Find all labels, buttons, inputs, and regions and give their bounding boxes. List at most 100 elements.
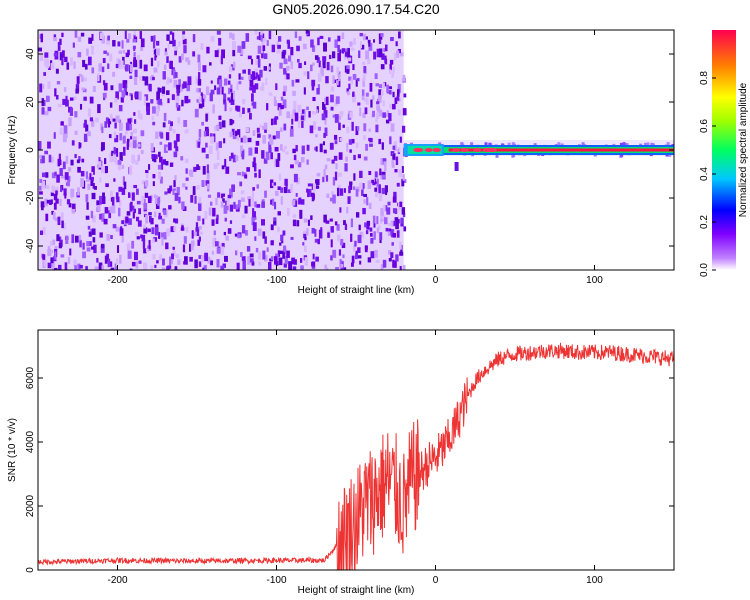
noise-speckle — [201, 94, 205, 103]
noise-speckle — [228, 66, 233, 73]
noise-speckle — [172, 39, 176, 47]
noise-speckle — [206, 128, 210, 137]
noise-speckle — [107, 258, 111, 268]
noise-speckle — [61, 54, 64, 59]
noise-speckle — [204, 252, 209, 262]
noise-speckle — [365, 50, 370, 60]
noise-speckle — [203, 265, 207, 270]
noise-speckle — [53, 193, 58, 201]
noise-speckle — [301, 109, 305, 114]
noise-speckle — [208, 207, 212, 216]
noise-speckle — [175, 102, 179, 108]
noise-speckle — [252, 101, 257, 109]
noise-speckle — [363, 123, 367, 132]
noise-speckle — [48, 66, 52, 70]
noise-speckle — [274, 201, 277, 210]
noise-speckle — [161, 237, 164, 246]
noise-speckle — [237, 172, 241, 176]
noise-speckle — [135, 216, 140, 222]
noise-speckle — [380, 90, 384, 96]
noise-speckle — [394, 217, 399, 222]
noise-speckle — [315, 185, 320, 189]
noise-speckle — [325, 76, 329, 84]
noise-speckle — [330, 106, 334, 111]
noise-speckle — [130, 136, 133, 140]
noise-speckle — [195, 227, 200, 237]
noise-speckle — [381, 142, 384, 150]
noise-speckle — [232, 154, 237, 163]
noise-speckle — [113, 178, 116, 182]
noise-speckle — [353, 154, 356, 160]
noise-speckle — [105, 117, 109, 124]
noise-speckle — [303, 230, 307, 234]
noise-speckle — [82, 59, 86, 68]
noise-speckle — [304, 257, 309, 266]
noise-speckle — [144, 76, 149, 86]
noise-speckle — [366, 220, 371, 226]
noise-speckle — [271, 44, 276, 53]
noise-speckle — [256, 204, 261, 208]
noise-speckle — [369, 227, 373, 232]
noise-speckle — [39, 54, 44, 62]
noise-speckle — [353, 186, 356, 190]
noise-speckle — [123, 223, 127, 227]
noise-speckle — [294, 200, 298, 207]
noise-speckle — [112, 205, 116, 214]
noise-speckle — [315, 146, 318, 152]
noise-speckle — [169, 162, 174, 167]
noise-speckle — [218, 37, 222, 46]
noise-speckle — [207, 194, 212, 198]
noise-speckle — [400, 217, 404, 224]
noise-speckle — [373, 51, 377, 60]
noise-speckle — [205, 180, 210, 186]
noise-speckle — [392, 232, 397, 238]
noise-speckle — [115, 115, 120, 123]
noise-speckle — [128, 218, 132, 225]
noise-speckle — [294, 160, 299, 165]
noise-speckle — [117, 159, 122, 165]
noise-speckle — [135, 261, 139, 269]
noise-speckle — [52, 239, 56, 245]
noise-speckle — [366, 197, 369, 206]
noise-speckle — [214, 50, 219, 58]
noise-speckle — [381, 187, 386, 195]
noise-speckle — [241, 151, 245, 160]
noise-speckle — [119, 254, 122, 264]
noise-speckle — [241, 214, 246, 218]
noise-speckle — [310, 39, 314, 48]
noise-speckle — [356, 126, 360, 131]
noise-speckle — [118, 122, 123, 131]
noise-speckle — [58, 242, 62, 249]
noise-speckle — [224, 217, 227, 222]
noise-speckle — [390, 229, 394, 238]
noise-speckle — [137, 60, 140, 69]
noise-speckle — [101, 35, 105, 44]
noise-speckle — [150, 217, 154, 225]
noise-speckle — [134, 119, 137, 124]
noise-speckle — [156, 40, 160, 46]
noise-speckle — [297, 162, 302, 168]
noise-speckle — [192, 34, 196, 43]
noise-speckle — [230, 84, 233, 93]
noise-speckle — [122, 176, 126, 185]
noise-speckle — [104, 165, 108, 174]
noise-speckle — [373, 39, 376, 43]
noise-speckle — [283, 85, 288, 92]
noise-speckle — [353, 40, 356, 44]
noise-speckle — [255, 72, 258, 79]
noise-speckle — [88, 231, 92, 237]
noise-speckle — [301, 120, 304, 128]
noise-speckle — [81, 87, 85, 91]
signal-peak — [451, 148, 460, 152]
noise-speckle — [211, 250, 214, 255]
noise-speckle — [89, 241, 92, 247]
noise-speckle — [379, 168, 382, 176]
noise-speckle — [385, 227, 389, 232]
noise-speckle — [195, 88, 199, 93]
noise-speckle — [163, 64, 167, 70]
noise-speckle — [363, 193, 368, 198]
noise-speckle — [365, 36, 368, 40]
noise-speckle — [206, 183, 210, 190]
noise-speckle — [197, 54, 201, 63]
noise-speckle — [282, 230, 286, 236]
